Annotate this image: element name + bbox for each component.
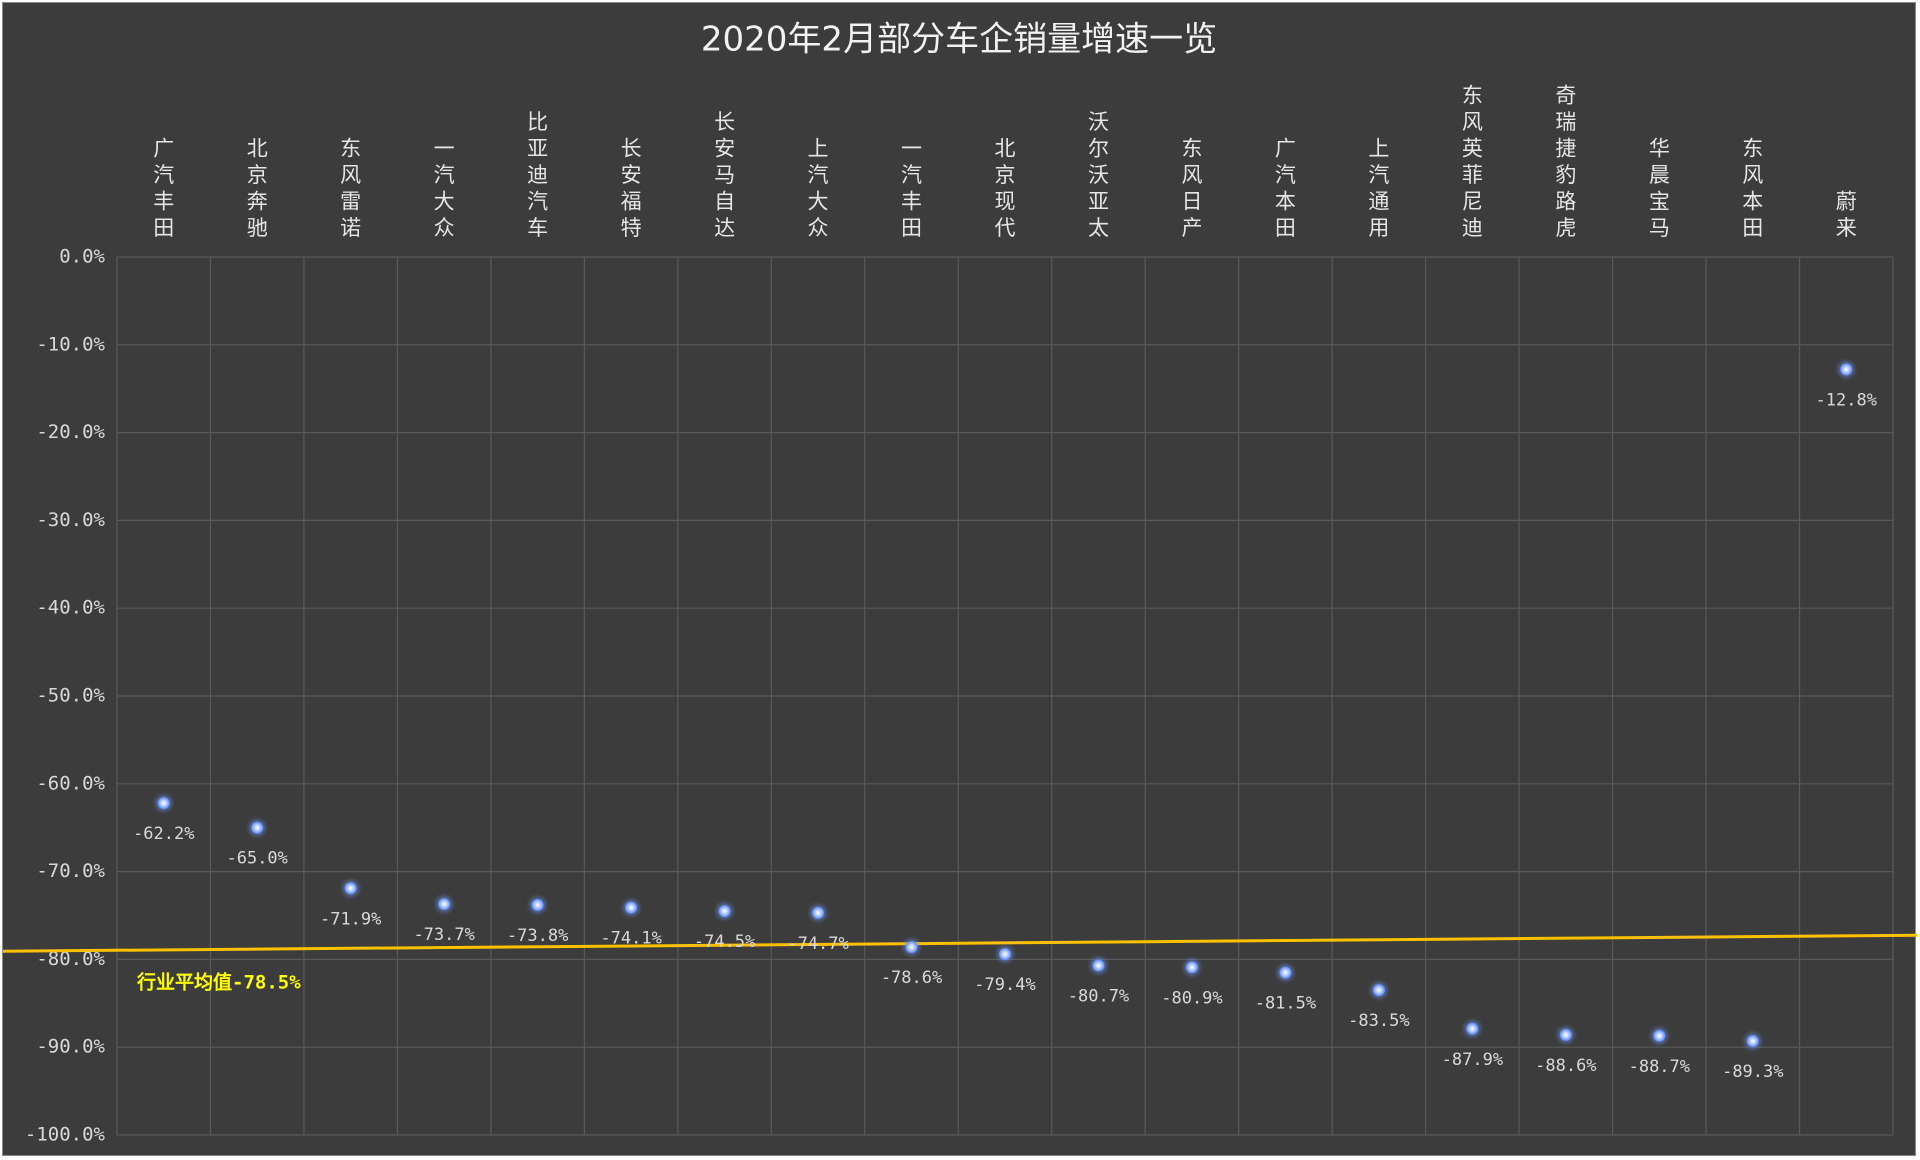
data-points: -62.2% -65.0% -71.9% -73.7% -73.8% -74.1% -74.… <box>133 361 1877 1082</box>
y-tick-label: -90.0% <box>36 1036 105 1058</box>
y-tick-label: -40.0% <box>36 597 105 619</box>
data-point <box>1279 966 1292 979</box>
category-labels: 广汽丰田 北京奔驰 东风雷诺 一汽大众 比亚迪汽车 长安福特 长安马自达 上汽大众 一汽丰田 北京… <box>153 84 1857 241</box>
data-label: -81.5% <box>1255 994 1316 1014</box>
data-point <box>1840 363 1853 376</box>
data-point <box>438 898 451 911</box>
average-reference-line <box>3 933 1917 953</box>
data-label: -65.0% <box>226 849 287 869</box>
data-label: -89.3% <box>1722 1062 1783 1082</box>
data-point <box>344 882 357 895</box>
data-label: -62.2% <box>133 824 194 844</box>
data-point <box>157 797 170 810</box>
data-label: -74.5% <box>694 932 755 952</box>
data-point <box>251 821 264 834</box>
data-label: -74.7% <box>787 934 848 954</box>
category-label: 北京奔驰 <box>247 137 268 241</box>
category-label: 比亚迪汽车 <box>527 110 548 240</box>
chart-title: 2020年2月部分车企销量增速一览 <box>701 20 1217 60</box>
category-label: 上汽通用 <box>1368 137 1389 241</box>
data-point <box>1746 1035 1759 1048</box>
category-label: 一汽丰田 <box>901 137 922 241</box>
scatter-chart: 2020年2月部分车企销量增速一览 0.0% -10.0% -20.0% -30.0%… <box>3 20 1917 1146</box>
data-label: -80.7% <box>1068 987 1129 1007</box>
category-label: 一汽大众 <box>434 137 455 241</box>
data-point <box>625 901 638 914</box>
category-label: 东风本田 <box>1742 137 1763 241</box>
category-label: 广汽本田 <box>1275 137 1296 241</box>
data-point <box>531 898 544 911</box>
category-label: 沃尔沃亚太 <box>1088 110 1109 240</box>
data-label: -80.9% <box>1161 988 1222 1008</box>
data-label: -79.4% <box>974 975 1035 995</box>
y-axis-ticks: 0.0% -10.0% -20.0% -30.0% -40.0% -50.0% -60.0%… <box>25 246 106 1146</box>
data-label: -87.9% <box>1442 1050 1503 1070</box>
y-tick-label: -10.0% <box>36 333 105 355</box>
data-point <box>1185 961 1198 974</box>
reference-line-group: 行业平均值-78.5% <box>3 933 1917 994</box>
data-point <box>905 941 918 954</box>
category-label: 蔚来 <box>1836 190 1857 241</box>
category-label: 长安福特 <box>621 137 642 241</box>
category-label: 奇瑞捷豹路虎 <box>1555 84 1576 241</box>
data-label: -74.1% <box>600 929 661 949</box>
data-point <box>1372 984 1385 997</box>
category-label: 长安马自达 <box>714 110 735 240</box>
data-label: -71.9% <box>320 909 381 929</box>
y-tick-label: 0.0% <box>59 246 105 268</box>
y-tick-label: -30.0% <box>36 509 105 531</box>
y-tick-label: -80.0% <box>36 948 105 970</box>
data-point <box>812 906 825 919</box>
data-point <box>1092 959 1105 972</box>
grid <box>116 256 1894 1136</box>
category-label: 广汽丰田 <box>153 137 174 241</box>
category-label: 上汽大众 <box>808 137 829 241</box>
data-label: -12.8% <box>1816 390 1877 410</box>
data-label: -88.7% <box>1629 1057 1690 1077</box>
data-point <box>1653 1029 1666 1042</box>
category-label: 东风英菲尼迪 <box>1462 84 1483 241</box>
category-label: 东风日产 <box>1181 137 1202 241</box>
data-label: -73.8% <box>507 926 568 946</box>
data-point <box>1559 1028 1572 1041</box>
category-label: 北京现代 <box>995 137 1016 241</box>
average-reference-label: 行业平均值-78.5% <box>136 971 301 994</box>
y-tick-label: -100.0% <box>25 1124 106 1146</box>
category-label: 东风雷诺 <box>340 137 361 241</box>
y-tick-label: -50.0% <box>36 685 105 707</box>
category-label: 华晨宝马 <box>1649 137 1670 241</box>
data-point <box>718 905 731 918</box>
data-label: -73.7% <box>413 925 474 945</box>
data-point <box>1466 1022 1479 1035</box>
y-tick-label: -20.0% <box>36 421 105 443</box>
data-label: -78.6% <box>881 968 942 988</box>
y-tick-label: -70.0% <box>36 860 105 882</box>
data-label: -88.6% <box>1535 1056 1596 1076</box>
y-tick-label: -60.0% <box>36 772 105 794</box>
data-point <box>999 948 1011 961</box>
data-label: -83.5% <box>1348 1011 1409 1031</box>
